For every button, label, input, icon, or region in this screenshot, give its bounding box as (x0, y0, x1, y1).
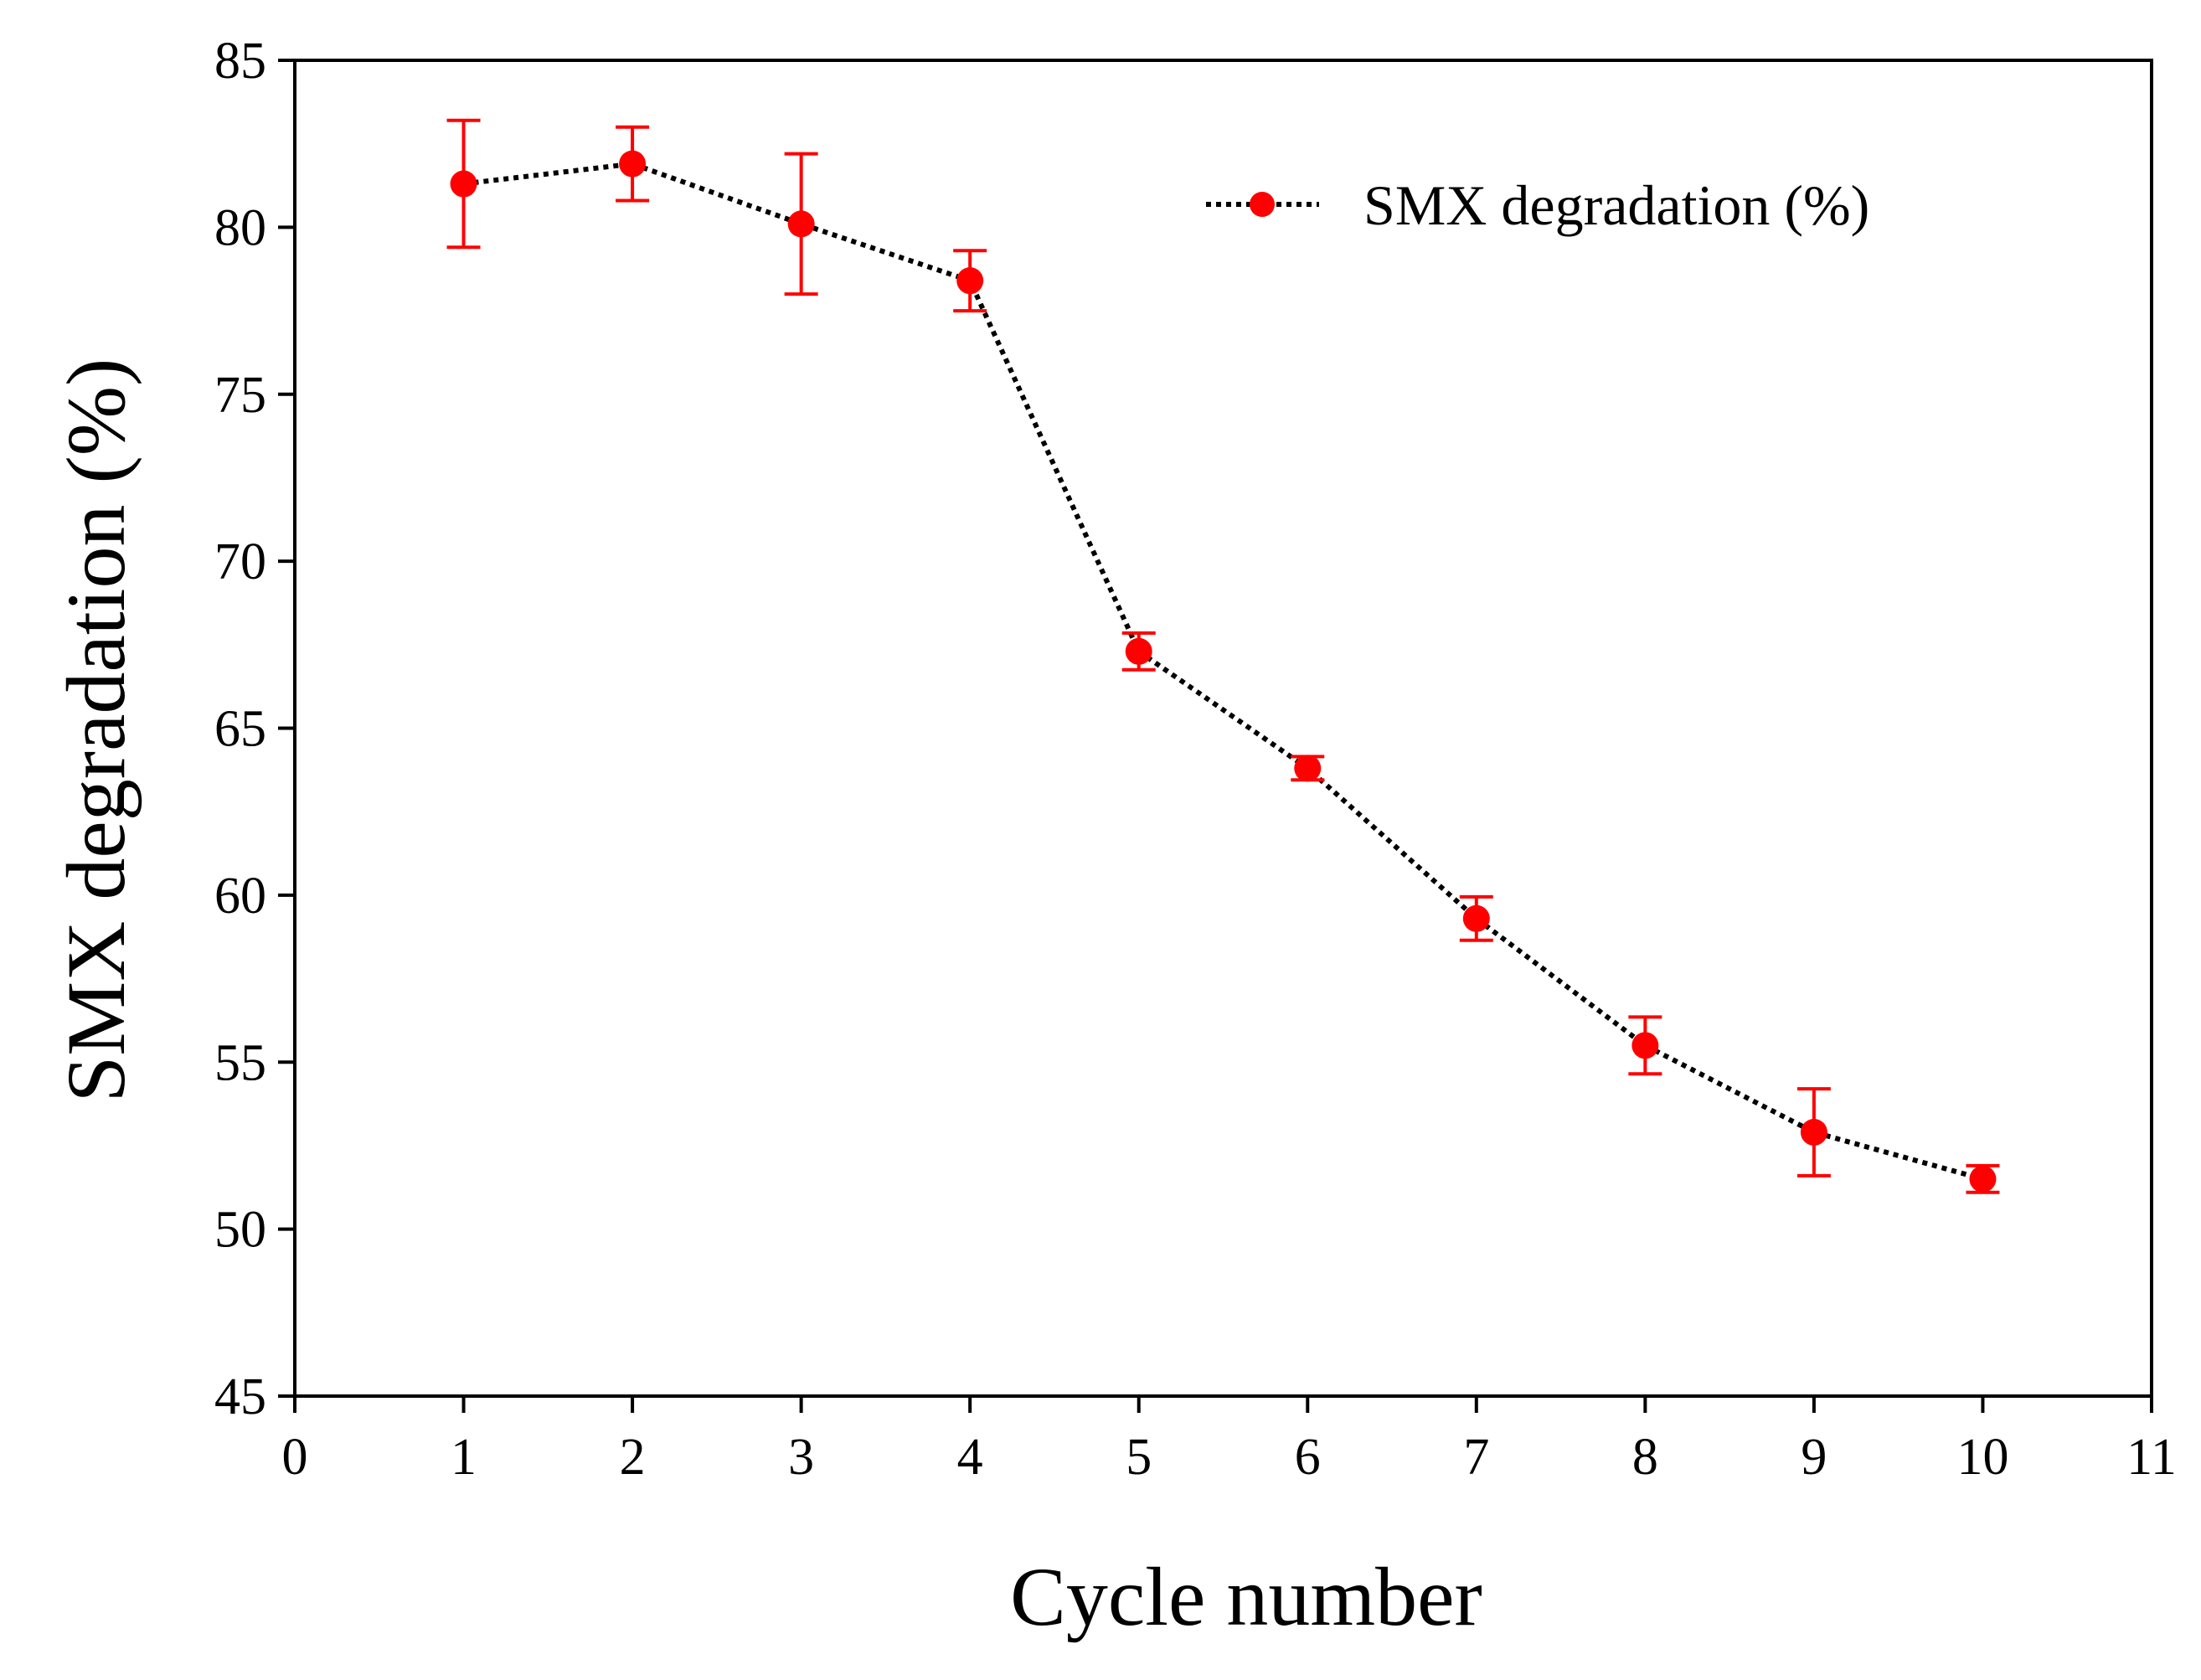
x-tick-label: 10 (1956, 1429, 2008, 1486)
x-tick-label: 5 (1126, 1429, 1152, 1486)
data-point (619, 150, 647, 178)
x-axis-ticks: 0 1 2 3 4 5 6 7 8 9 10 11 (282, 1396, 2177, 1486)
y-axis-ticks: 45 50 55 60 65 70 75 80 85 (214, 33, 295, 1425)
legend-marker (1250, 192, 1275, 217)
y-tick-label: 75 (214, 367, 266, 424)
plot-frame (293, 59, 2153, 1398)
x-tick-label: 4 (957, 1429, 983, 1486)
x-tick-label: 7 (1463, 1429, 1489, 1486)
x-tick-label: 6 (1295, 1429, 1321, 1486)
x-tick-label: 0 (282, 1429, 308, 1486)
data-point (787, 210, 815, 238)
series-line (463, 161, 1984, 1182)
x-tick-label: 2 (620, 1429, 646, 1486)
x-tick-label: 8 (1632, 1429, 1658, 1486)
data-point (1631, 1032, 1659, 1059)
y-tick-label: 70 (214, 533, 266, 590)
legend: SMX degradation (%) (1206, 173, 1869, 237)
y-tick-label: 50 (214, 1202, 266, 1259)
data-point (1969, 1165, 1997, 1193)
x-tick-label: 11 (2126, 1429, 2177, 1486)
x-axis-title: Cycle number (1010, 1550, 1482, 1643)
data-point (956, 267, 984, 295)
y-tick-label: 65 (214, 701, 266, 758)
series-layer (446, 118, 2000, 1194)
x-tick-label: 3 (788, 1429, 814, 1486)
y-axis-title: SMX degradation (%) (49, 358, 142, 1103)
data-point (1800, 1118, 1827, 1146)
y-tick-label: 60 (214, 868, 266, 925)
y-tick-label: 55 (214, 1034, 266, 1091)
y-tick-label: 85 (214, 33, 266, 90)
data-point (1125, 637, 1152, 665)
x-tick-label: 9 (1801, 1429, 1827, 1486)
y-tick-label: 80 (214, 199, 266, 256)
data-point (1294, 755, 1322, 782)
data-point (450, 170, 477, 198)
x-tick-label: 1 (451, 1429, 477, 1486)
legend-label: SMX degradation (%) (1363, 173, 1869, 237)
y-tick-label: 45 (214, 1368, 266, 1425)
data-point (1462, 904, 1490, 932)
